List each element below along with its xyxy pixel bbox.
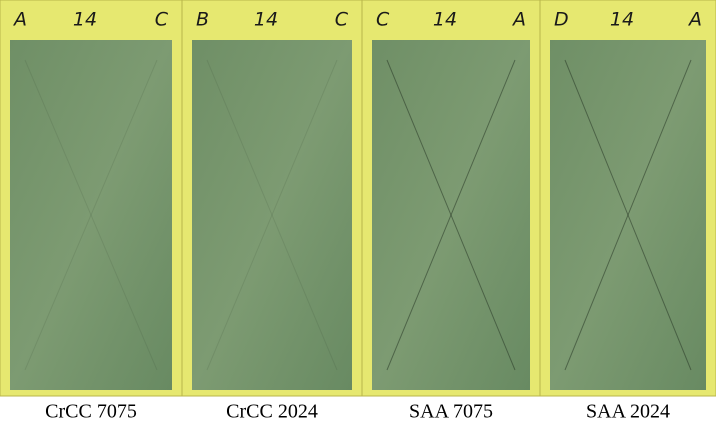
tape-label: 14 [254,9,278,31]
tape-label: A [12,9,27,31]
tape-label: C [376,9,390,31]
caption: CrCC 7075 [45,401,137,423]
tape-label: A [511,9,526,31]
caption: SAA 2024 [586,401,670,423]
tape-label: C [335,9,349,31]
tape-label: A [687,9,702,31]
figure: A 14 C CrCC 7075 B 14 C CrCC 2024 C 14 A SAA 7075 D 1… [0,0,716,431]
tape-label: 14 [610,9,634,31]
tape-label: B [196,9,209,31]
tape-label: D [554,9,569,31]
caption: CrCC 2024 [226,401,318,423]
tape-label: 14 [73,9,97,31]
tape-label: 14 [433,9,457,31]
tape-label: C [155,9,169,31]
caption: SAA 7075 [409,401,493,423]
